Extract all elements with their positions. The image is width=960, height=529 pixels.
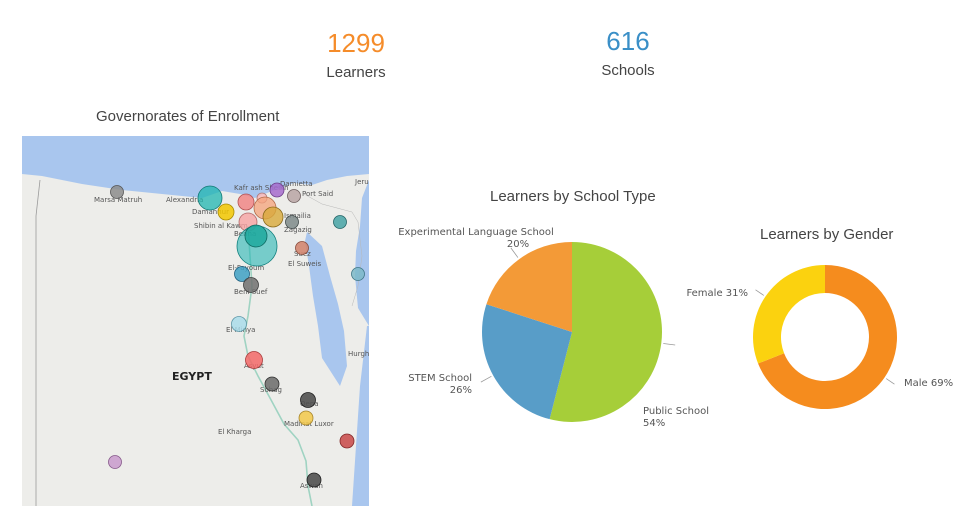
pie-leader-line xyxy=(663,343,676,346)
map-label-shibin: Shibin al Kawm xyxy=(194,222,248,230)
bubble-fayoum[interactable] xyxy=(234,266,250,282)
bubble-sohag[interactable] xyxy=(264,376,280,392)
pie-leader-line xyxy=(510,247,519,258)
enrollment-bubbles xyxy=(108,182,365,488)
kpi-schools-label: Schools xyxy=(601,62,655,79)
donut-label-female: Female 31% xyxy=(686,288,748,299)
kpi-learners: 1299 Learners xyxy=(296,28,416,81)
pie-slice-stem-school[interactable] xyxy=(482,304,572,420)
pie-slice-experimental-language-school[interactable] xyxy=(486,242,572,332)
bubble-asyut[interactable] xyxy=(245,351,263,369)
gulf-of-suez xyxy=(305,232,347,386)
kpi-learners-value: 1299 xyxy=(327,28,385,58)
bubble-north-sinai[interactable] xyxy=(333,215,347,229)
mediterranean-sea xyxy=(22,136,369,198)
map-land xyxy=(22,136,369,506)
map-label-zagazig: Zagazig xyxy=(284,226,312,234)
donut-label-male: Male 69% xyxy=(904,378,953,389)
pie-label-experimental-language-school: Experimental Language School xyxy=(398,227,554,238)
bubble-alexandria[interactable] xyxy=(197,185,223,211)
map-label-hurghada: Hurgh xyxy=(348,350,369,358)
bubble-port-said[interactable] xyxy=(287,189,301,203)
map-label-alexandria: Alexandria xyxy=(166,196,203,204)
western-border xyxy=(35,179,41,506)
pie-value-experimental-language-school: 20% xyxy=(507,239,529,250)
bubble-suez[interactable] xyxy=(295,241,309,255)
kpi-learners-label: Learners xyxy=(326,64,386,81)
donut-leader-line xyxy=(885,378,895,385)
red-sea xyxy=(352,326,369,506)
bubble-minya[interactable] xyxy=(231,316,247,332)
bubble-red-sea[interactable] xyxy=(339,433,355,449)
donut-slice-female[interactable] xyxy=(753,265,825,364)
pie-leader-line xyxy=(480,375,492,383)
bubble-ismailia[interactable] xyxy=(285,215,299,229)
donut-title: Learners by Gender xyxy=(760,226,894,243)
bubble-qena[interactable] xyxy=(300,392,316,408)
donut-slice-male[interactable] xyxy=(758,265,897,409)
pie-value-stem-school: 26% xyxy=(450,385,472,396)
pie-value-public-school: 54% xyxy=(643,418,665,429)
pie-label-public-school: Public School xyxy=(643,406,709,417)
bubble-marsa-matruh[interactable] xyxy=(110,185,124,199)
map-label-damietta: Damietta xyxy=(280,180,313,188)
bubble-aswan[interactable] xyxy=(306,472,322,488)
donut-leader-line xyxy=(755,289,765,296)
bubble-beheira[interactable] xyxy=(217,203,235,221)
bubble-luxor[interactable] xyxy=(298,410,314,426)
pie-title: Learners by School Type xyxy=(490,188,656,205)
bubble-giza[interactable] xyxy=(244,224,268,248)
pie-slice-public-school[interactable] xyxy=(549,242,662,422)
map-label-el-suweis: El Suweis xyxy=(288,260,321,268)
kpi-schools: 616 Schools xyxy=(568,26,688,79)
bubble-kafr-el-sheikh[interactable] xyxy=(237,193,255,211)
bubble-beni-suef[interactable] xyxy=(243,277,259,293)
map-label-egypt: EGYPT xyxy=(172,370,212,383)
map-label-port-said: Port Said xyxy=(302,190,333,198)
map-label-el-kharga: El Kharga xyxy=(218,428,251,436)
kpi-schools-value: 616 xyxy=(606,26,650,56)
bubble-south-sinai[interactable] xyxy=(351,267,365,281)
red-sea-gulf xyxy=(355,180,369,326)
map-label-damanhur: Damanhur xyxy=(192,208,229,216)
bubble-damietta[interactable] xyxy=(269,182,285,198)
map-label-jeru: Jeru xyxy=(354,178,369,186)
map-label-ismailia: Ismailia xyxy=(284,212,311,220)
sinai-outline xyxy=(303,193,363,307)
pie-label-stem-school: STEM School xyxy=(408,373,472,384)
map-title: Governorates of Enrollment xyxy=(96,108,280,125)
bubble-new-valley[interactable] xyxy=(108,455,122,469)
donut-chart-gender: Male 69% Female 31% xyxy=(686,265,953,409)
bubble-sharqia[interactable] xyxy=(262,206,284,228)
enrollment-map[interactable]: Marsa Matruh Alexandria Damanhur Kafr as… xyxy=(22,136,369,506)
map-canvas[interactable]: Marsa Matruh Alexandria Damanhur Kafr as… xyxy=(22,136,369,506)
map-label-marsa-matruh: Marsa Matruh xyxy=(94,196,142,204)
map-label-kafr-ash-sheikh: Kafr ash Sheikh xyxy=(234,184,289,192)
